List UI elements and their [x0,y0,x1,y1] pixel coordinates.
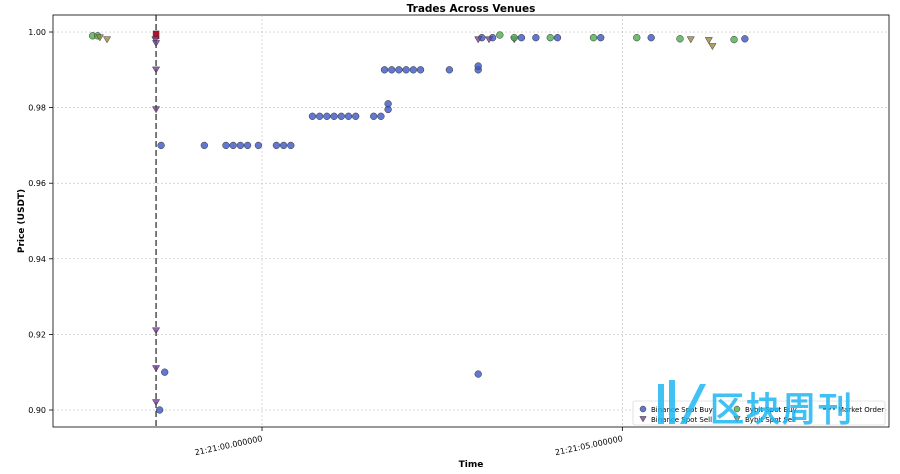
data-point [686,36,695,44]
data-point [510,34,518,42]
data-point [474,62,482,70]
data-point [388,66,396,74]
data-point [272,141,281,150]
legend: Binance Spot Buy Binance Spot Sell Bybit S… [632,400,886,426]
data-point [254,141,263,150]
data-point [370,112,378,120]
y-tick-label: 0.94 [28,255,46,264]
y-tick-label: 0.96 [28,179,46,188]
data-point [730,35,738,44]
data-point [279,141,288,150]
data-point [156,406,164,414]
data-point [157,141,165,150]
y-axis-label: Price (USDT) [17,189,27,253]
data-point [352,112,360,120]
plot-area [52,14,890,428]
data-point [445,66,454,74]
legend-marker [639,416,647,423]
data-point [395,66,403,74]
data-point [402,66,410,74]
data-point [308,112,317,120]
data-point [222,141,230,150]
data-point [200,141,208,150]
data-point [152,399,161,407]
x-tick-label: 21:21:05.000000 [554,434,623,457]
data-point [741,35,749,43]
data-point [229,141,237,150]
legend-label: Bybit Spot Buy [745,406,797,414]
data-point [484,36,494,44]
data-point [597,34,605,42]
data-point [236,141,245,150]
chart-title: Trades Across Venues [407,3,536,15]
legend-marker [733,416,741,423]
y-tick-label: 1.00 [28,28,46,37]
data-point [589,34,598,42]
data-point [546,34,554,42]
data-point [704,37,713,45]
data-point [316,112,324,120]
data-point [409,66,417,74]
y-tick-label: 0.92 [28,330,46,339]
data-point [337,112,345,120]
data-point [330,112,338,120]
legend-label: Market Order [838,406,884,414]
data-point [532,34,540,42]
y-tick-label: 0.90 [28,406,46,415]
data-point [152,106,161,114]
x-tick-label: 21:21:00.000000 [194,434,263,457]
legend-label: Bybit Spot Sell [745,416,796,424]
data-point [323,112,331,120]
data-point [152,40,161,48]
data-point [380,66,389,74]
data-point [496,31,504,39]
data-point [708,43,717,51]
data-point [95,34,104,42]
data-point [676,35,684,43]
data-point [647,34,655,42]
data-point [161,368,169,376]
x-axis-label: Time [459,460,484,470]
data-point [416,66,425,74]
data-point [377,112,385,120]
data-point [474,370,482,378]
data-point [517,34,526,42]
data-point [553,34,562,42]
data-point [152,66,161,74]
data-point [633,34,641,42]
data-point [152,365,161,373]
data-point [103,36,112,44]
legend-marker [639,405,647,413]
data-point [243,141,252,150]
data-point [287,141,295,150]
data-point [384,100,392,108]
data-point [474,36,483,44]
data-point [151,36,160,44]
legend-marker [733,405,741,413]
legend-label: Binance Spot Sell [651,416,712,424]
data-point [152,327,161,335]
y-tick-label: 0.98 [28,104,46,113]
data-points [88,31,749,414]
legend-label: Binance Spot Buy [651,406,713,414]
data-point [344,112,353,120]
